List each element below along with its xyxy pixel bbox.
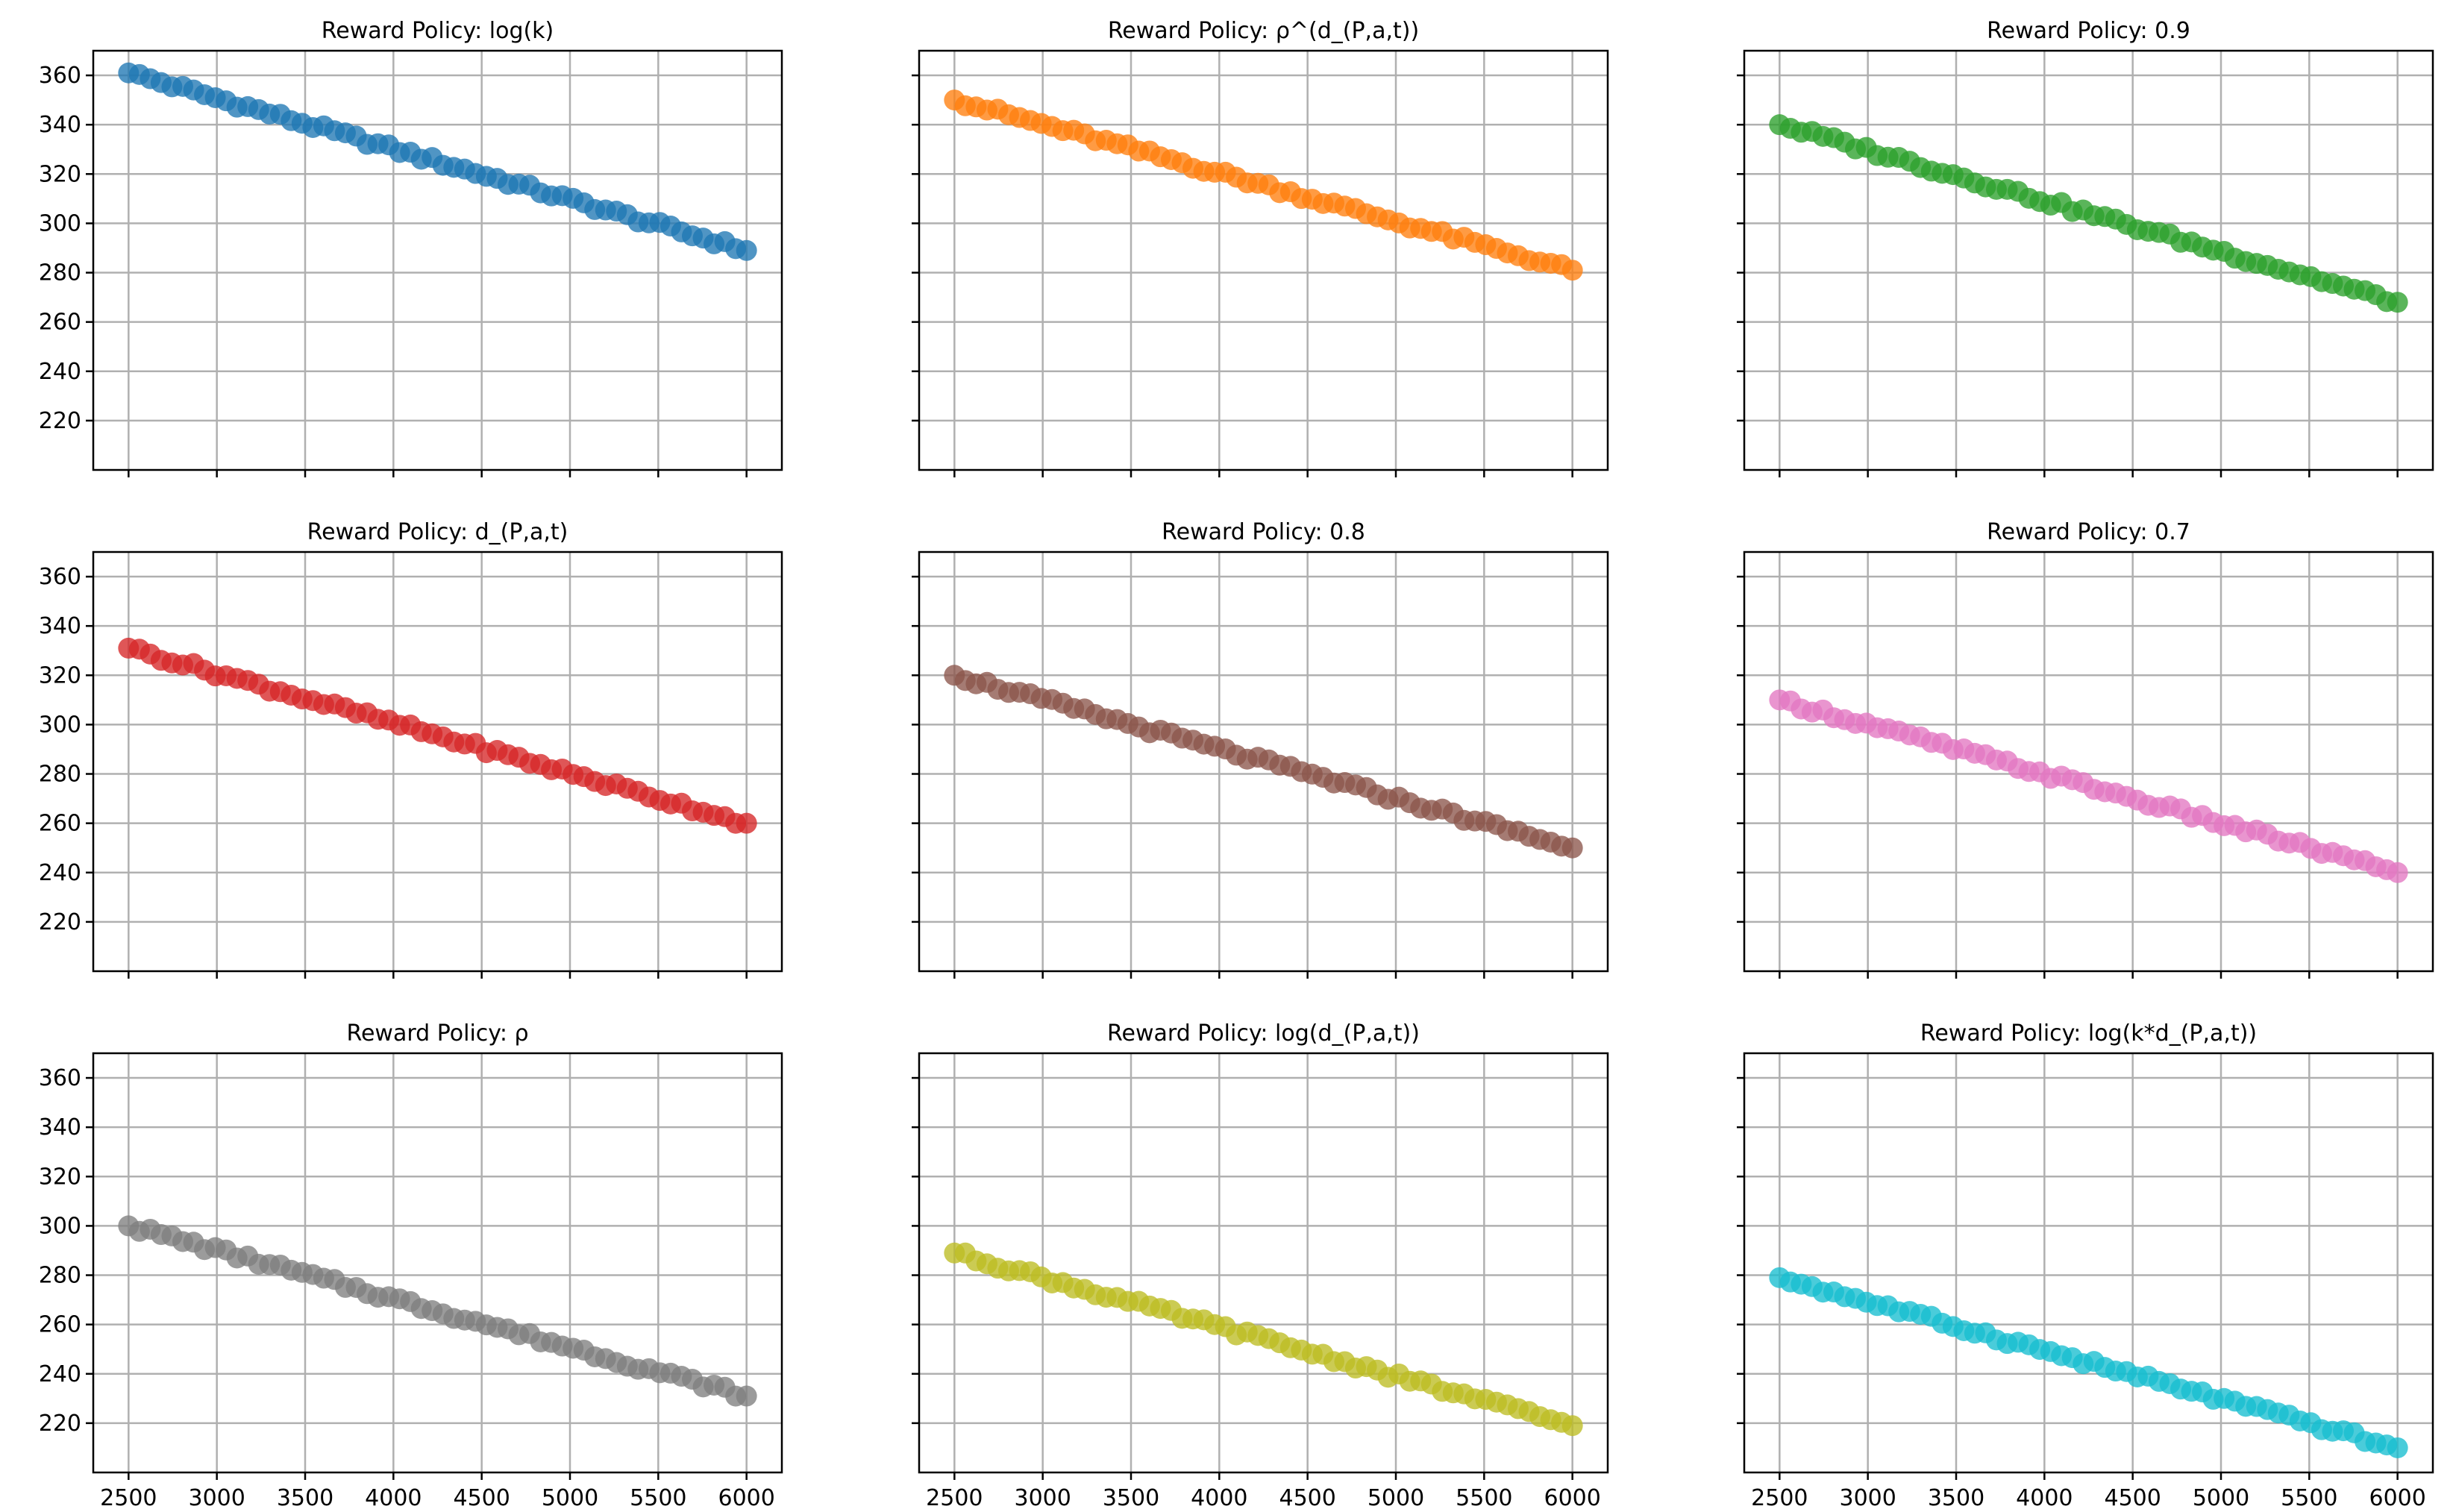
data-point bbox=[736, 1385, 757, 1407]
subplot-2: Reward Policy: ρ^(d_(P,a,t)) bbox=[912, 18, 1609, 477]
y-tick-label: 280 bbox=[39, 1263, 81, 1289]
data-point bbox=[2387, 1437, 2408, 1458]
x-tick-label: 2500 bbox=[926, 1485, 983, 1511]
axes-frame bbox=[1743, 1052, 2434, 1474]
subplot-5: Reward Policy: 0.8 bbox=[912, 519, 1609, 979]
axes-frame bbox=[1743, 49, 2434, 471]
data-point bbox=[736, 812, 757, 834]
subplot-title: Reward Policy: 0.7 bbox=[1987, 519, 2190, 545]
x-tick-label: 4000 bbox=[1191, 1485, 1247, 1511]
y-tick-label: 320 bbox=[39, 1164, 81, 1190]
y-tick-label: 260 bbox=[39, 310, 81, 336]
y-tick-label: 280 bbox=[39, 260, 81, 286]
subplot-9: 2500 3000 3500 4000 4500 5000 5500 6000 Reward P… bbox=[1737, 1020, 2434, 1511]
x-tick-label: 5500 bbox=[630, 1485, 686, 1511]
axes-frame bbox=[1743, 550, 2434, 973]
data-point bbox=[1561, 1415, 1583, 1437]
subplot-title: Reward Policy: ρ bbox=[346, 1020, 528, 1047]
x-tick-label: 5000 bbox=[542, 1485, 598, 1511]
axes-frame bbox=[92, 550, 783, 973]
x-tick-label: 4500 bbox=[2104, 1485, 2161, 1511]
subplot-title: Reward Policy: log(d_(P,a,t)) bbox=[1107, 1020, 1420, 1047]
subplot-title: Reward Policy: ρ^(d_(P,a,t)) bbox=[1108, 18, 1419, 44]
y-tick-label: 240 bbox=[39, 860, 81, 886]
x-tick-label: 2500 bbox=[100, 1485, 157, 1511]
subplot-title: Reward Policy: d_(P,a,t) bbox=[307, 519, 568, 545]
y-tick-label: 360 bbox=[39, 63, 81, 89]
x-tick-label: 4000 bbox=[2016, 1485, 2073, 1511]
x-tick-label: 3500 bbox=[277, 1485, 333, 1511]
axes-frame bbox=[918, 1052, 1609, 1474]
x-tick-label: 5500 bbox=[1456, 1485, 1512, 1511]
subplot-title: Reward Policy: 0.9 bbox=[1987, 18, 2190, 44]
axes-frame bbox=[92, 1052, 783, 1474]
axes-frame bbox=[918, 49, 1609, 471]
x-tick-label: 3000 bbox=[188, 1485, 245, 1511]
y-tick-label: 220 bbox=[39, 408, 81, 434]
subplot-6: Reward Policy: 0.7 bbox=[1737, 519, 2434, 979]
y-tick-label: 360 bbox=[39, 1065, 81, 1091]
subplot-4: 220 240 260 280 300 320 340 360 Reward Policy: d… bbox=[39, 519, 783, 979]
data-point bbox=[1561, 837, 1583, 859]
subplot-8: 2500 3000 3500 4000 4500 5000 5500 6000 Reward P… bbox=[912, 1020, 1609, 1511]
x-tick-label: 6000 bbox=[2369, 1485, 2425, 1511]
subplot-7: 220 240 260 280 300 320 340 360 2500 3000 3500 4000… bbox=[39, 1020, 783, 1511]
y-tick-label: 340 bbox=[39, 613, 81, 639]
y-tick-label: 360 bbox=[39, 564, 81, 590]
data-point bbox=[736, 239, 757, 261]
y-tick-label: 320 bbox=[39, 161, 81, 187]
data-point bbox=[1561, 260, 1583, 281]
y-tick-label: 240 bbox=[39, 1361, 81, 1387]
y-tick-label: 300 bbox=[39, 210, 81, 236]
y-tick-label: 220 bbox=[39, 1411, 81, 1437]
axes-frame bbox=[918, 550, 1609, 973]
y-tick-label: 320 bbox=[39, 662, 81, 688]
x-tick-label: 3500 bbox=[1928, 1485, 1984, 1511]
y-tick-label: 300 bbox=[39, 1213, 81, 1239]
x-tick-label: 4500 bbox=[1279, 1485, 1335, 1511]
subplot-1: 220 240 260 280 300 320 340 360 Reward Policy: l… bbox=[39, 18, 783, 477]
y-tick-label: 280 bbox=[39, 762, 81, 788]
x-tick-label: 5000 bbox=[2193, 1485, 2249, 1511]
x-tick-label: 3500 bbox=[1103, 1485, 1159, 1511]
x-tick-label: 4500 bbox=[453, 1485, 510, 1511]
data-point bbox=[2387, 862, 2408, 883]
y-tick-label: 220 bbox=[39, 909, 81, 935]
x-tick-label: 5500 bbox=[2281, 1485, 2337, 1511]
subplot-title: Reward Policy: 0.8 bbox=[1162, 519, 1365, 545]
subplot-title: Reward Policy: log(k) bbox=[322, 18, 554, 44]
x-tick-label: 6000 bbox=[718, 1485, 774, 1511]
x-tick-label: 6000 bbox=[1544, 1485, 1600, 1511]
x-tick-label: 3000 bbox=[1839, 1485, 1896, 1511]
y-tick-label: 240 bbox=[39, 359, 81, 385]
x-tick-label: 2500 bbox=[1751, 1485, 1808, 1511]
y-tick-label: 340 bbox=[39, 112, 81, 138]
x-tick-label: 4000 bbox=[365, 1485, 422, 1511]
subplot-3: Reward Policy: 0.9 bbox=[1737, 18, 2434, 477]
subplot-title: Reward Policy: log(k*d_(P,a,t)) bbox=[1920, 1020, 2257, 1047]
data-point bbox=[2387, 292, 2408, 313]
y-tick-label: 340 bbox=[39, 1114, 81, 1141]
x-tick-label: 3000 bbox=[1014, 1485, 1071, 1511]
axes-frame bbox=[92, 49, 783, 471]
y-tick-label: 300 bbox=[39, 712, 81, 738]
x-tick-label: 5000 bbox=[1368, 1485, 1424, 1511]
y-tick-label: 260 bbox=[39, 1312, 81, 1338]
y-tick-label: 260 bbox=[39, 811, 81, 837]
